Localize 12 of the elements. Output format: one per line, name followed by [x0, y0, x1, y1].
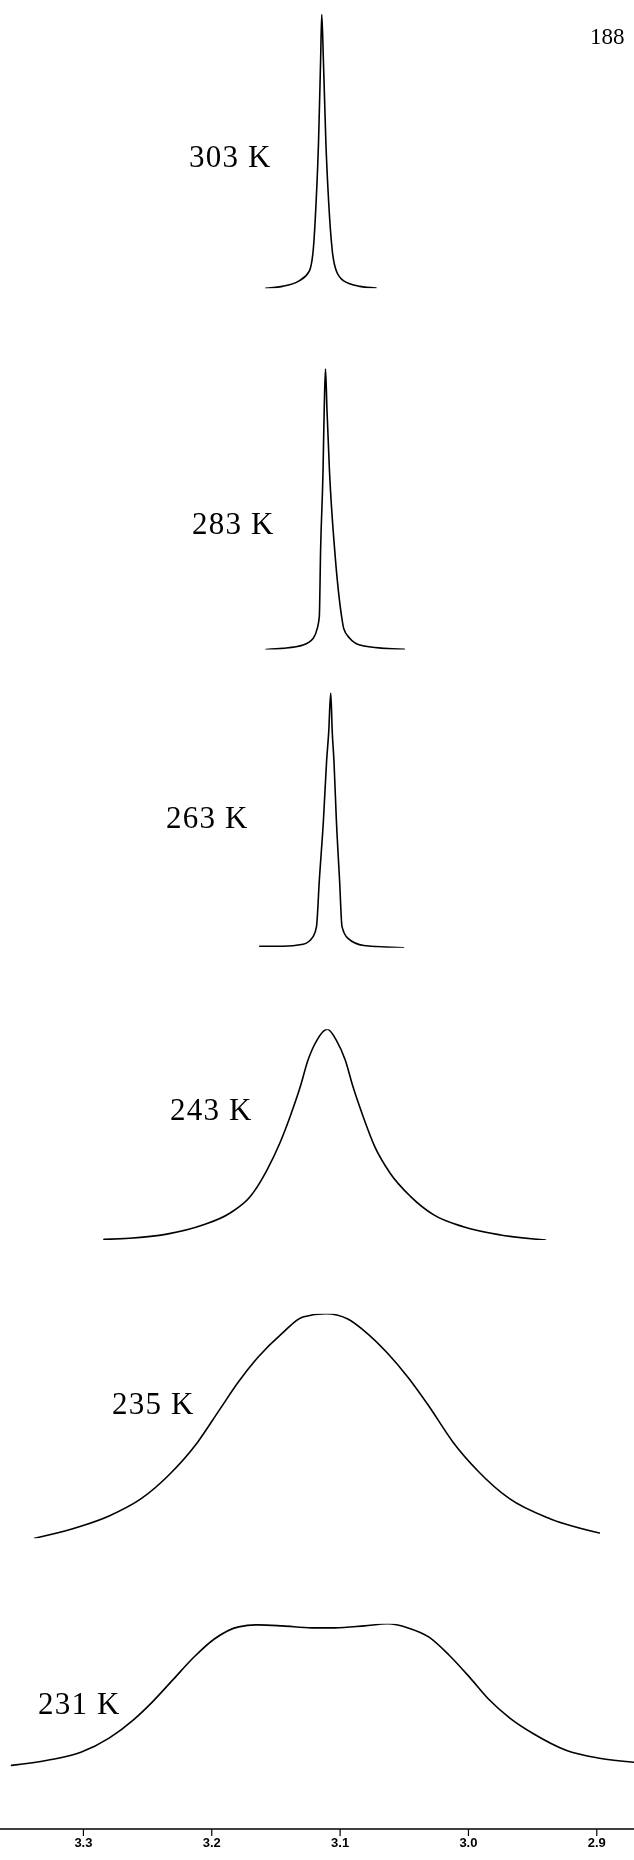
series-label: 235 K	[112, 1386, 195, 1421]
x-tick-label: 3.3	[74, 1835, 93, 1851]
series-label: 283 K	[192, 506, 275, 541]
series-label: 231 K	[38, 1686, 121, 1721]
x-tick-label: 2.9	[587, 1835, 606, 1851]
series-label: 243 K	[170, 1092, 253, 1127]
x-tick-label: 3.2	[202, 1835, 221, 1851]
x-tick-label: 3.0	[459, 1835, 478, 1851]
annotation: 188	[590, 24, 625, 49]
x-tick-label: 3.1	[331, 1835, 350, 1851]
text: 263 K	[166, 800, 249, 835]
series-label: 303 K	[189, 139, 272, 174]
